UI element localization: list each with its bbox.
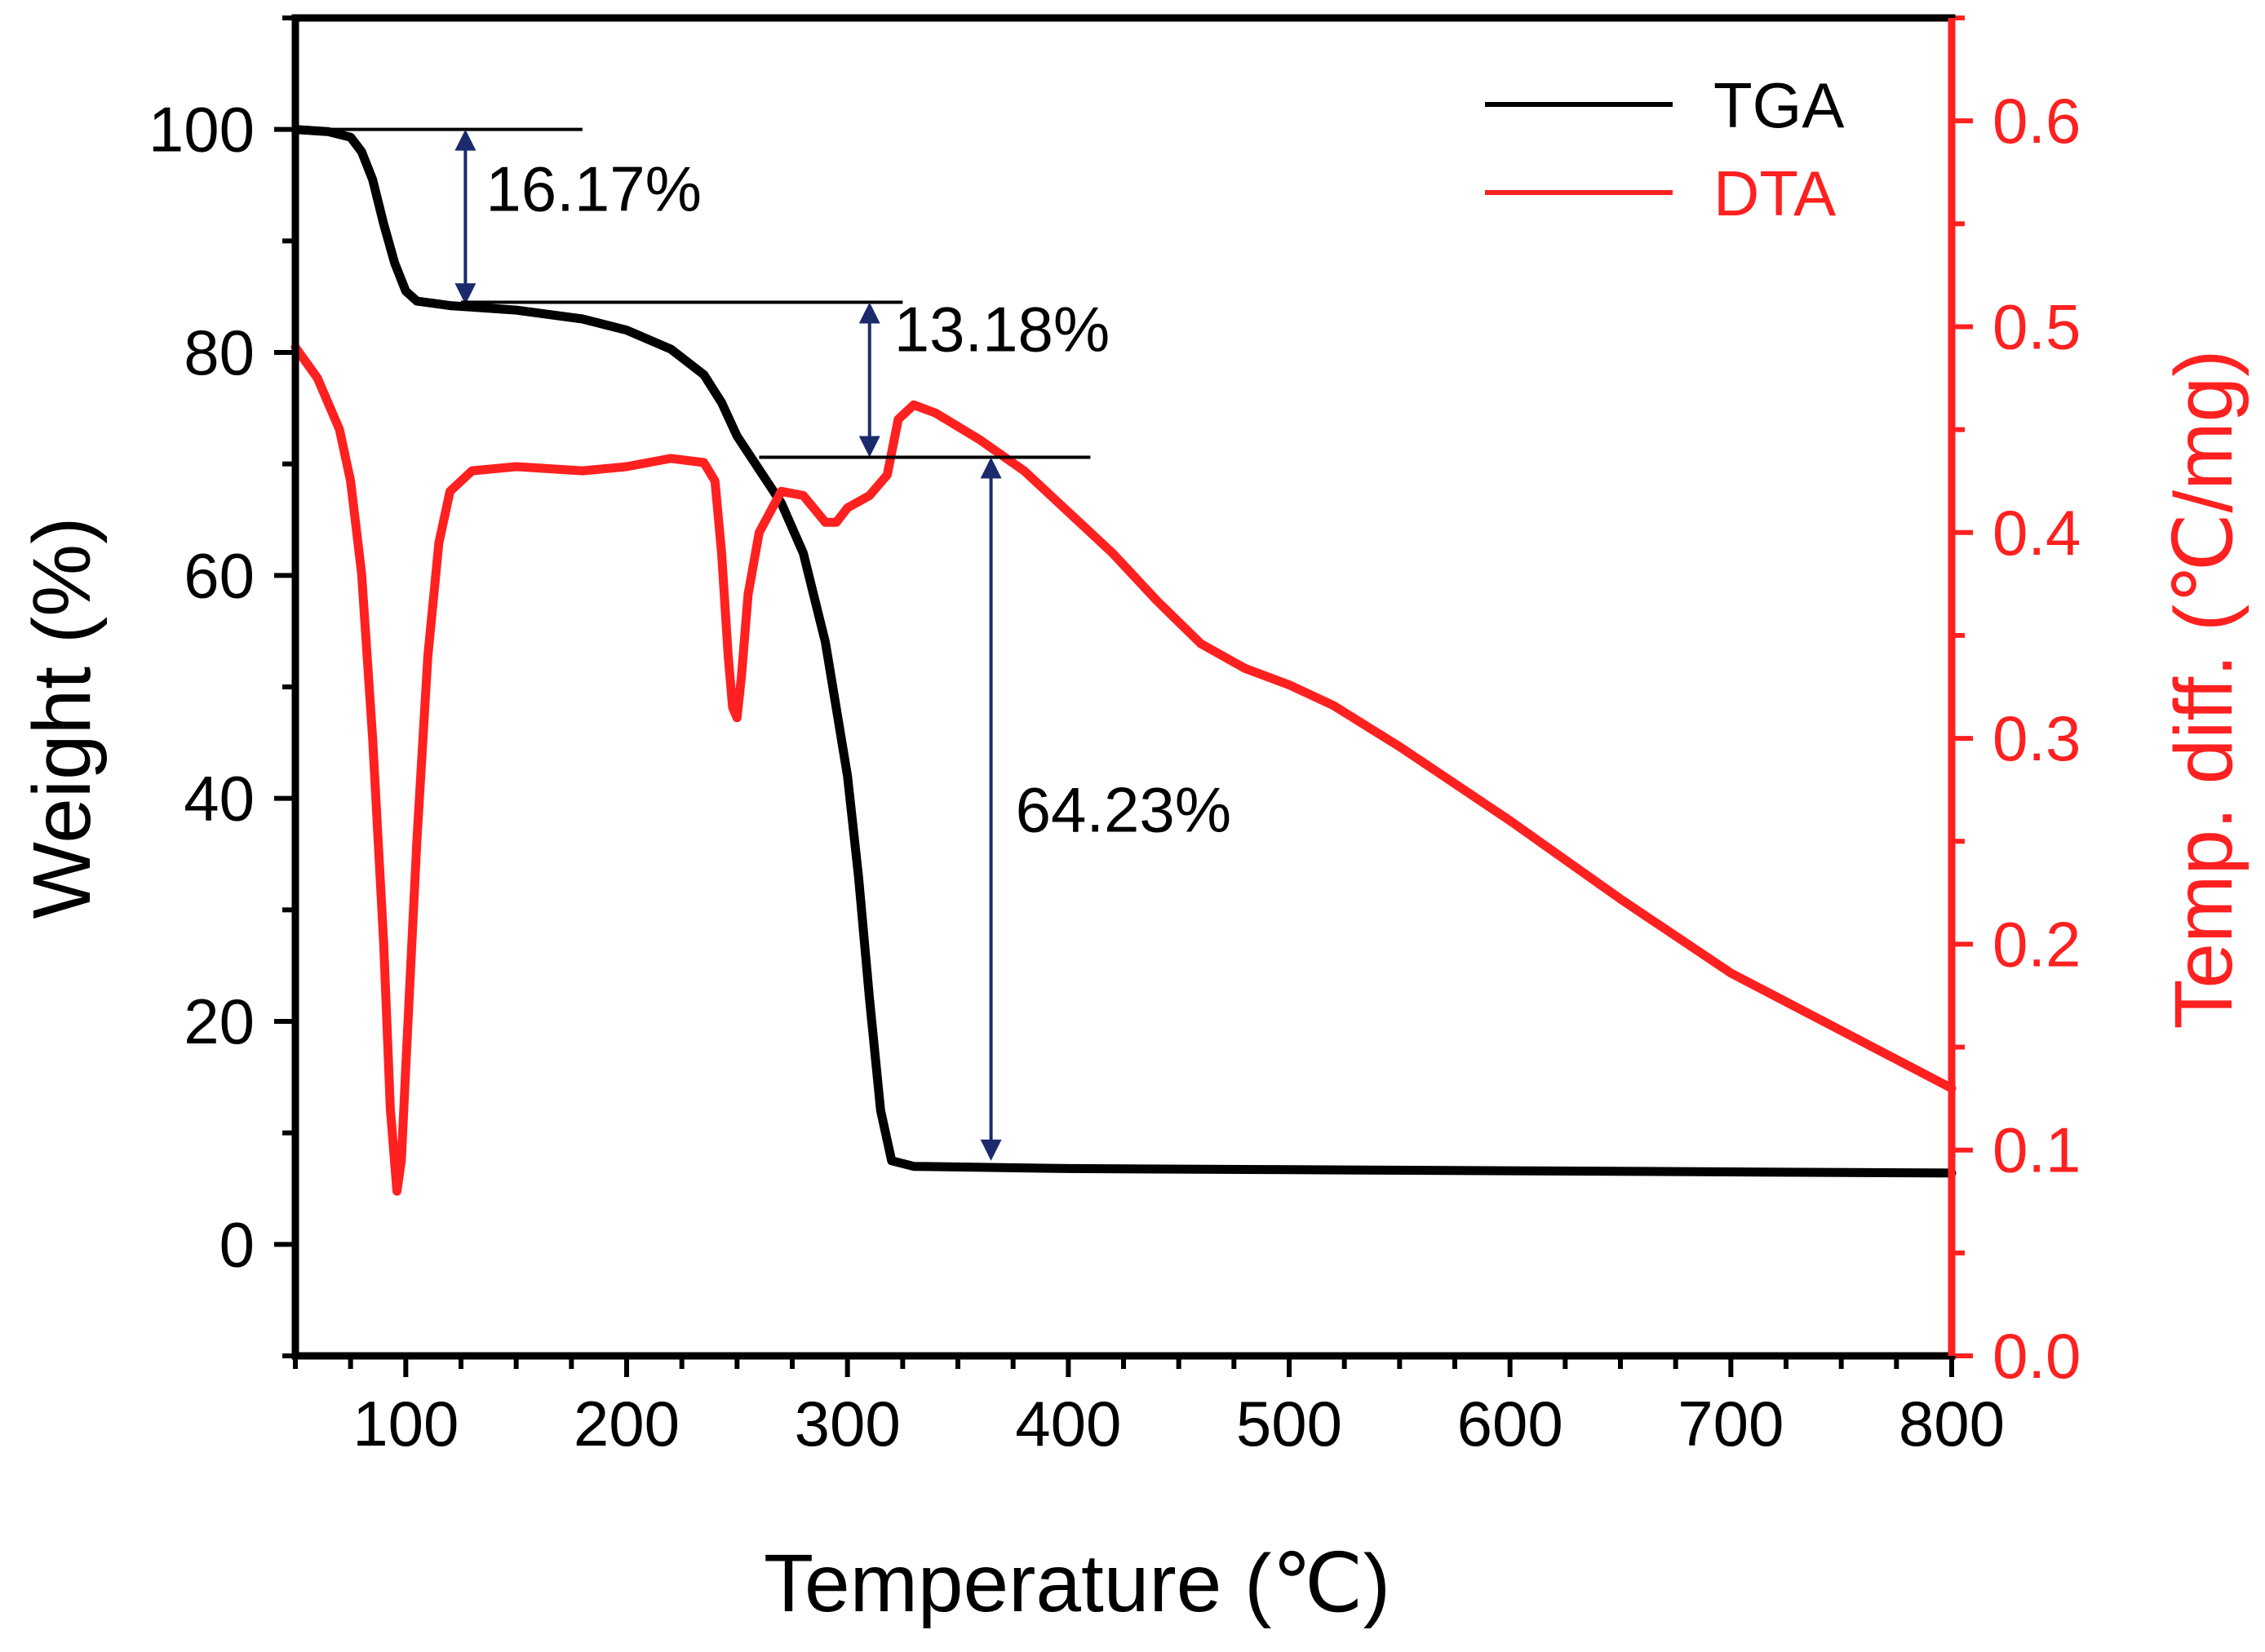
series-line-dta [290, 343, 1957, 1196]
annotation-arrowhead-top [454, 129, 476, 151]
annotation-arrowhead-bottom [454, 283, 476, 305]
y-left-tick-label: 100 [148, 94, 255, 166]
annotation-layer: 16.17% 13.18% 64.23% [295, 127, 1232, 1161]
annotation-arrowhead-bottom [858, 436, 880, 458]
annotation-label: 16.17% [485, 153, 702, 225]
x-tick-label: 300 [795, 1388, 901, 1459]
x-tick-label: 700 [1678, 1388, 1784, 1459]
series-layer [290, 125, 1957, 1196]
y-left-tick-label: 20 [184, 985, 255, 1057]
x-tick-label: 800 [1899, 1388, 2005, 1459]
x-tick-label: 200 [574, 1388, 680, 1459]
x-tick-label: 500 [1236, 1388, 1342, 1459]
annotation-label: 13.18% [894, 294, 1110, 365]
y-axis-title-left: Weight (%) [16, 517, 108, 919]
tick-labels: 100 200 300 400 500 600 700 800 0 20 40 60 80 100 0.0 0… [148, 85, 2081, 1459]
y-axis-title-right: Temp. diff. (℃/mg) [2158, 350, 2249, 1030]
y-right-tick-label: 0.2 [1992, 908, 2081, 980]
y-right-tick-label: 0.0 [1992, 1320, 2081, 1392]
x-axis-title: Temperature (℃) [764, 1538, 1390, 1629]
annotation-arrowhead-top [858, 302, 880, 324]
legend: TGA DTA [1485, 69, 1844, 229]
y-left-tick-label: 80 [184, 317, 255, 388]
y-left-tick-label: 0 [219, 1208, 255, 1280]
y-right-tick-label: 0.3 [1992, 702, 2081, 774]
annotation-label: 64.23% [1016, 774, 1232, 846]
annotation-arrowhead-top [980, 457, 1002, 479]
series-line-tga [290, 125, 1957, 1178]
y-right-tick-label: 0.5 [1992, 290, 2081, 362]
x-tick-label: 100 [352, 1388, 459, 1459]
legend-label-tga: TGA [1713, 69, 1844, 141]
y-right-tick-label: 0.6 [1992, 85, 2081, 157]
x-tick-label: 400 [1015, 1388, 1121, 1459]
y-left-tick-label: 40 [184, 763, 255, 835]
legend-label-dta: DTA [1713, 157, 1836, 229]
annotation-arrowhead-bottom [980, 1139, 1002, 1161]
x-tick-label: 600 [1457, 1388, 1563, 1459]
y-right-tick-label: 0.4 [1992, 497, 2081, 569]
y-right-tick-label: 0.1 [1992, 1114, 2081, 1186]
y-left-tick-label: 60 [184, 539, 255, 611]
